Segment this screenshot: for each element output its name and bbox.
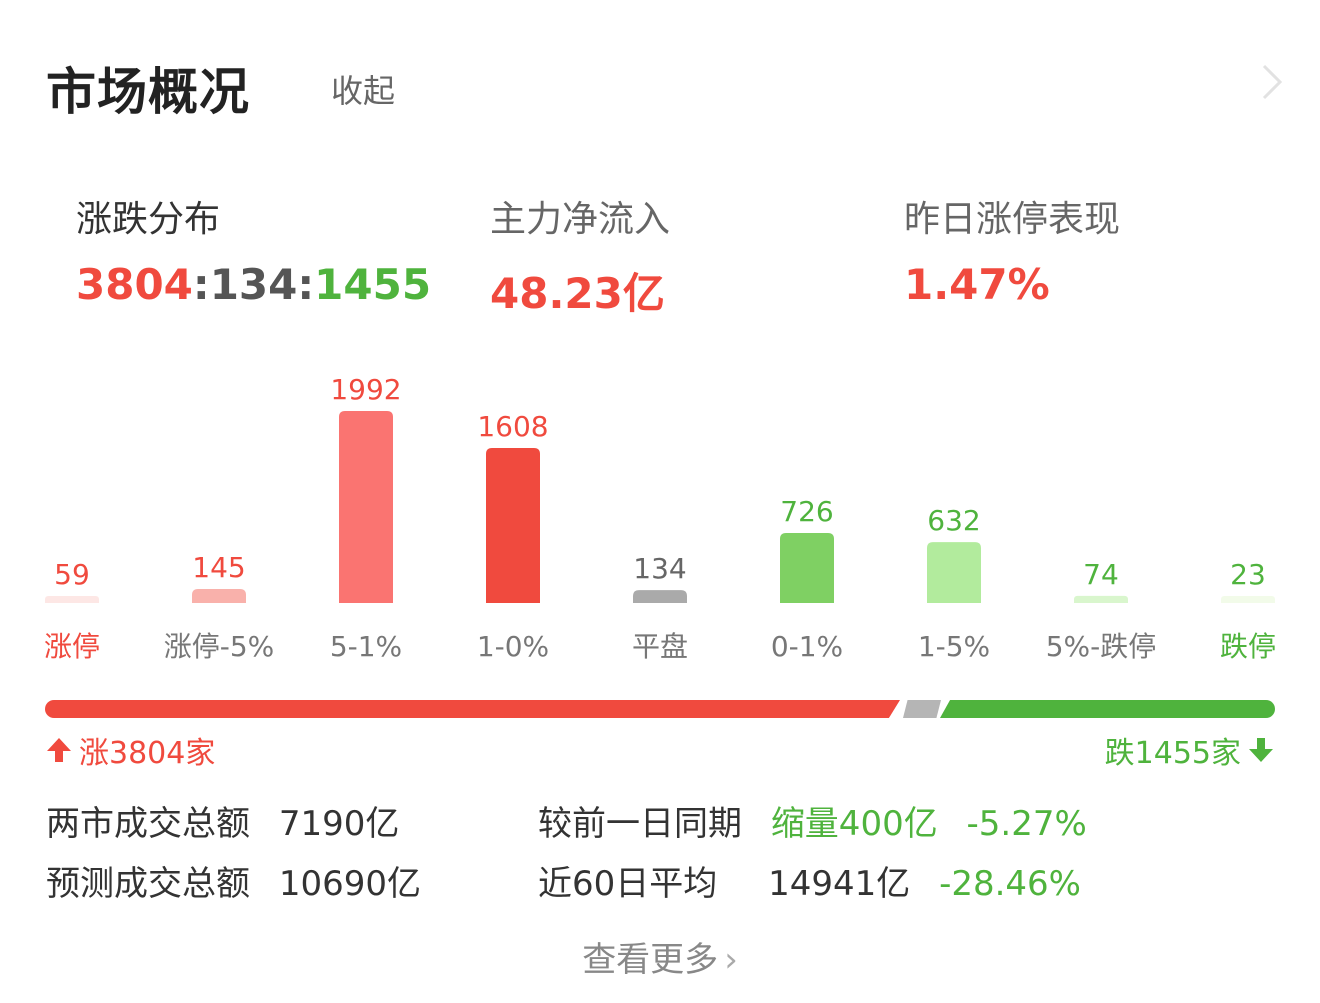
arrow-up-icon: [47, 738, 71, 762]
chart-value-label: 145: [192, 551, 245, 584]
stat-yesterday-limit-label: 昨日涨停表现: [904, 199, 1121, 240]
stat-main-inflow-label: 主力净流入: [490, 199, 671, 240]
turnover-avg-pct: -28.46%: [939, 864, 1081, 904]
chart-value-label: 726: [780, 495, 833, 528]
section-header: 市场概况 收起: [46, 52, 1286, 122]
chart-bar: [339, 411, 393, 603]
chart-value-label: 59: [54, 558, 90, 591]
chevron-right-icon[interactable]: [1258, 62, 1286, 102]
chart-value-label: 134: [633, 552, 686, 585]
stats-summary: 涨跌分布 3804:134:1455 主力净流入 48.23亿 昨日涨停表现 1…: [76, 190, 1256, 318]
chart-category-label: 涨停-5%: [164, 630, 275, 663]
chart-bar: [1221, 596, 1275, 603]
chart-bar: [633, 590, 687, 603]
turnover-total-row: 两市成交总额 7190亿: [46, 796, 399, 845]
chart-category-label: 0-1%: [771, 630, 843, 663]
turnover-avg-label: 近60日平均: [538, 864, 718, 904]
ratio-bar: [45, 700, 1275, 718]
chart-bar: [1074, 595, 1128, 603]
turnover-total-value: 7190亿: [278, 804, 400, 844]
up-count-label: 涨3804家: [45, 728, 215, 772]
collapse-button[interactable]: 收起: [331, 72, 396, 110]
chart-category-label: 跌停: [1220, 630, 1276, 663]
stat-distribution-value: 3804:134:1455: [76, 260, 431, 309]
turnover-avg-value: 14941亿: [768, 864, 911, 904]
distribution-chart: 59 涨停 145 涨停-5% 1992 5-1% 1608 1-0% 134 平盘 726 0-1%…: [44, 373, 1276, 663]
turnover-compare-label: 较前一日同期: [538, 804, 742, 844]
chart-bar: [192, 589, 246, 603]
chart-bar: [780, 533, 834, 603]
chart-bar: [486, 448, 540, 603]
stat-distribution-label: 涨跌分布: [76, 199, 221, 240]
stat-yesterday-limit-value: 1.47%: [904, 260, 1050, 309]
turnover-forecast-label: 预测成交总额: [46, 864, 250, 904]
turnover-compare-row: 较前一日同期 缩量400亿 -5.27%: [538, 796, 1087, 845]
chart-category-label: 1-0%: [477, 630, 549, 663]
chevron-right-icon: ›: [724, 940, 738, 980]
turnover-forecast-value: 10690亿: [278, 864, 421, 904]
up-count-text: 涨3804家: [79, 736, 216, 771]
stat-up-count: 3804: [76, 260, 193, 309]
stat-down-count: 1455: [314, 260, 432, 309]
chart-bar: [45, 596, 99, 603]
chart-value-label: 1992: [330, 373, 401, 406]
ratio-bar-down: [940, 700, 1275, 718]
turnover-avg-row: 近60日平均 14941亿 -28.46%: [538, 856, 1081, 905]
stat-sep: :: [297, 260, 315, 309]
stat-flat-count: 134: [209, 260, 298, 309]
turnover-compare-pct: -5.27%: [966, 804, 1087, 844]
ratio-bar-flat: [903, 700, 941, 718]
turnover-total-label: 两市成交总额: [46, 804, 250, 844]
chart-value-label: 23: [1230, 558, 1266, 591]
stat-distribution[interactable]: 涨跌分布 3804:134:1455: [76, 190, 431, 309]
section-title: 市场概况: [46, 63, 250, 121]
down-count-text: 跌1455家: [1104, 736, 1241, 771]
chart-category-label: 5%-跌停: [1046, 630, 1157, 663]
chart-value-label: 1608: [477, 410, 548, 443]
chart-category-label: 5-1%: [330, 630, 402, 663]
turnover-forecast-row: 预测成交总额 10690亿: [46, 856, 421, 905]
stat-sep: :: [192, 260, 210, 309]
stat-yesterday-limit[interactable]: 昨日涨停表现 1.47%: [904, 190, 1120, 309]
chart-category-label: 1-5%: [918, 630, 990, 663]
chart-bar: [927, 542, 981, 603]
turnover-compare-value: 缩量400亿: [770, 804, 938, 844]
view-more-label: 查看更多: [582, 940, 719, 980]
stat-main-inflow[interactable]: 主力净流入 48.23亿: [490, 190, 670, 321]
chart-category-label: 平盘: [632, 630, 688, 663]
chart-category-label: 涨停: [44, 630, 100, 663]
stat-main-inflow-value: 48.23亿: [490, 269, 665, 318]
down-count-label: 跌1455家: [1105, 728, 1275, 772]
view-more-button[interactable]: 查看更多 ›: [0, 932, 1320, 981]
ratio-bar-up: [45, 700, 900, 718]
chart-value-label: 74: [1083, 558, 1119, 591]
chart-value-label: 632: [927, 504, 980, 537]
arrow-down-icon: [1249, 738, 1273, 762]
